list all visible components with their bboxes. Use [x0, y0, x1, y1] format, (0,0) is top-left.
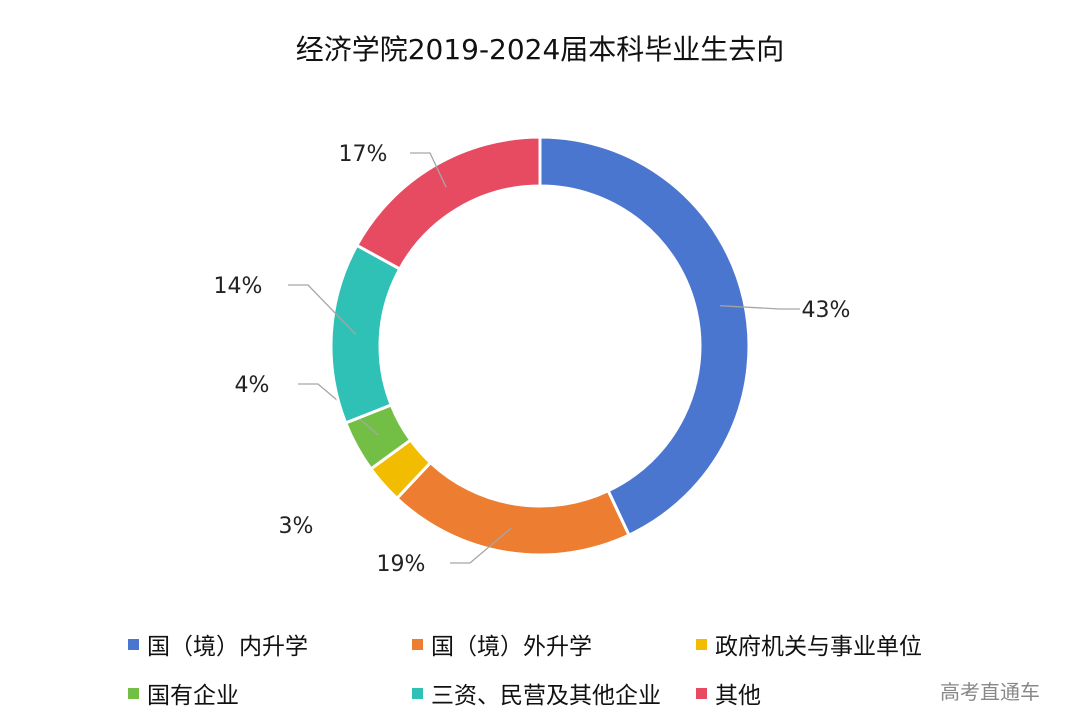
legend-swatch [128, 687, 139, 699]
chart-title: 经济学院2019-2024届本科毕业生去向 [295, 33, 785, 66]
legend-label: 国（境）内升学 [147, 634, 308, 660]
data-label: 4% [235, 373, 270, 398]
data-label: 14% [214, 274, 263, 299]
legend-swatch [696, 687, 707, 699]
legend-swatch [696, 638, 707, 650]
legend-label: 其他 [715, 683, 761, 709]
legend-item: 三资、民营及其他企业 [412, 676, 661, 710]
data-label: 19% [377, 552, 426, 577]
leader-line [450, 527, 512, 564]
data-label: 43% [802, 298, 851, 323]
leader-line [720, 305, 800, 310]
legend-item: 国（境）外升学 [412, 627, 592, 661]
donut-slice [394, 460, 631, 557]
leader-line [410, 152, 447, 188]
legend-swatch [412, 638, 423, 650]
legend-label: 国（境）外升学 [431, 634, 592, 660]
legend-label: 政府机关与事业单位 [715, 634, 922, 660]
donut-slice [538, 135, 751, 538]
donut-slice [329, 243, 402, 425]
legend-label: 三资、民营及其他企业 [431, 683, 661, 709]
legend-item: 国有企业 [128, 676, 239, 710]
legend-item: 国（境）内升学 [128, 627, 308, 661]
donut-slice [354, 135, 542, 271]
watermark: 高考直通车 [940, 680, 1040, 704]
legend-item: 政府机关与事业单位 [696, 627, 922, 661]
leader-line [288, 284, 357, 335]
data-label: 17% [339, 142, 388, 167]
legend-swatch [412, 687, 423, 699]
data-label: 3% [279, 514, 314, 539]
legend-swatch [128, 638, 139, 650]
legend-label: 国有企业 [147, 683, 239, 709]
legend-item: 其他 [696, 676, 761, 710]
